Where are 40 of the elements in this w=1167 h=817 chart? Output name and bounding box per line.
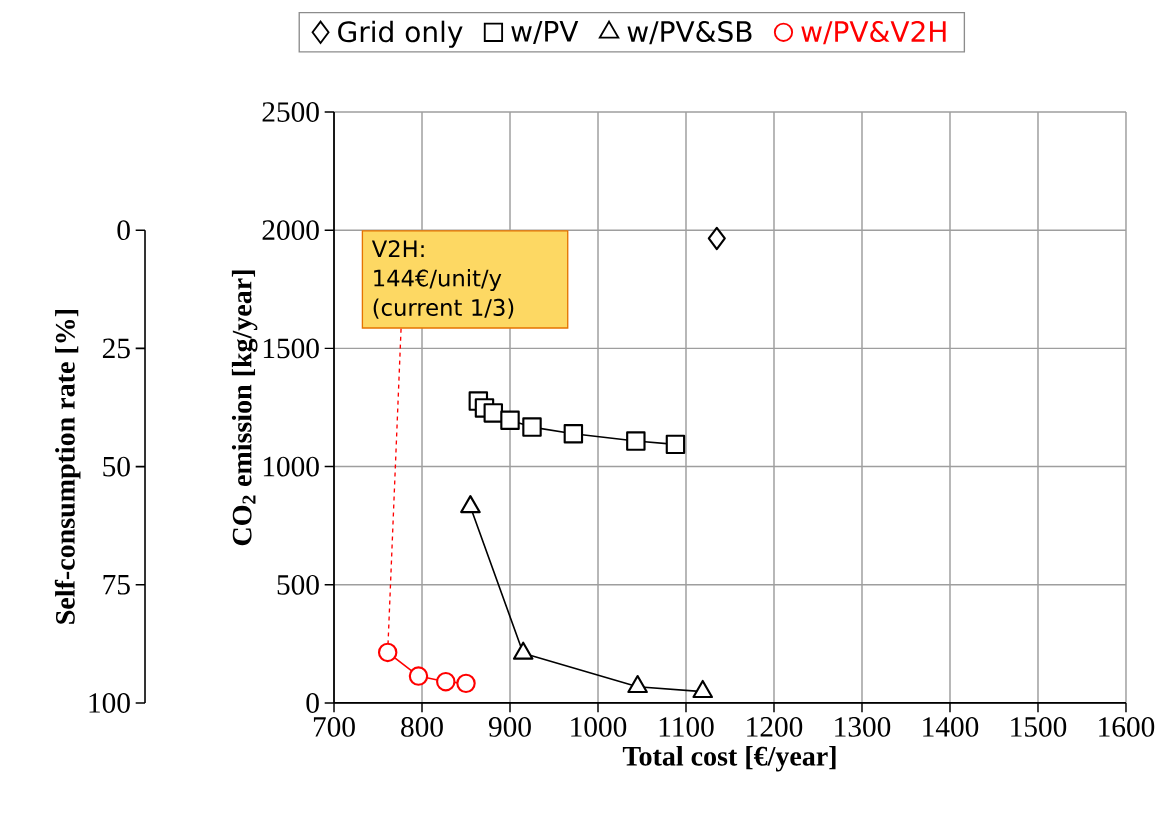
point (563, 423, 584, 444)
x-tick-label: 1100 (659, 717, 714, 737)
x-axis-title: Total cost [€/year] (622, 745, 836, 772)
x-tick-label: 1300 (835, 717, 891, 737)
y-tick-label: 2000 (262, 220, 319, 241)
point (626, 431, 646, 451)
point (436, 671, 456, 692)
y-tick-label: 2500 (262, 102, 319, 122)
y2-tick-label: 100 (89, 693, 130, 713)
x-tick-label: 800 (401, 717, 443, 737)
point (707, 226, 726, 251)
legend-label: w/PV&V2H (801, 20, 946, 45)
x-tick-label: 1000 (571, 717, 627, 737)
y2-tick-label: 75 (103, 575, 130, 595)
x-tick-label: 1500 (1011, 717, 1067, 737)
y-tick-label: 0 (306, 693, 319, 713)
point (377, 642, 398, 663)
y-axis-title: CO$_{2}$ emission [kg/year] (231, 270, 258, 546)
legend-label: Grid only (338, 20, 463, 48)
x-tick-label: 900 (488, 717, 531, 737)
y2-tick-label: 50 (103, 456, 130, 477)
y2-tick-label: 25 (102, 338, 130, 359)
point (408, 666, 429, 686)
x-tick-label: 1400 (923, 717, 979, 737)
x-tick-label: 700 (313, 717, 355, 737)
y-tick-label: 1500 (263, 338, 319, 359)
point (456, 673, 476, 694)
legend-label: w/PV (511, 21, 579, 45)
legend-label: w/PV&SB (627, 20, 752, 45)
point (522, 417, 542, 437)
y2-axis-title: Self-consumption rate [%] (54, 310, 81, 624)
point (665, 434, 686, 455)
point (500, 410, 520, 430)
y-tick-label: 500 (277, 574, 319, 595)
x-tick-label: 1200 (747, 717, 803, 737)
y-tick-label: 1000 (263, 456, 319, 477)
x-tick-label: 1600 (1099, 717, 1155, 737)
annotation: V2H: 144€/unit/y (current 1/3) (371, 240, 514, 319)
point (483, 403, 504, 423)
y2-tick-label: 0 (117, 220, 130, 241)
